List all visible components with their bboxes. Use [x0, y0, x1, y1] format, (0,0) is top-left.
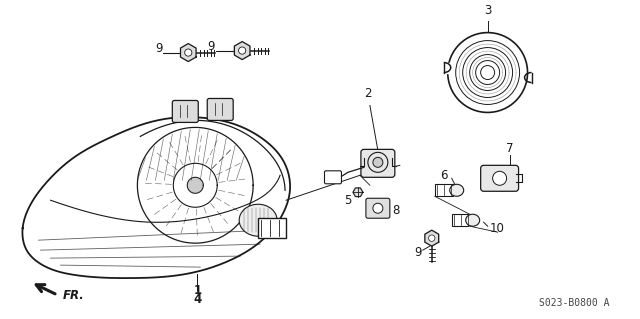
Polygon shape [188, 177, 204, 193]
FancyBboxPatch shape [361, 149, 395, 177]
Text: 6: 6 [440, 169, 448, 182]
FancyBboxPatch shape [172, 100, 198, 122]
Circle shape [493, 171, 507, 185]
Polygon shape [180, 44, 196, 62]
Bar [435, 184, 452, 196]
Text: 9: 9 [208, 40, 215, 53]
Ellipse shape [466, 214, 479, 226]
Text: FR.: FR. [63, 289, 84, 301]
Text: 10: 10 [490, 222, 504, 235]
Bar [258, 218, 286, 238]
Circle shape [185, 49, 192, 56]
Text: 3: 3 [484, 4, 492, 17]
Text: S023-B0800 A: S023-B0800 A [539, 298, 609, 308]
Polygon shape [353, 188, 363, 197]
Circle shape [429, 235, 435, 241]
Bar [452, 214, 468, 226]
Polygon shape [444, 63, 450, 72]
Text: 2: 2 [364, 87, 372, 100]
Circle shape [373, 157, 383, 167]
FancyBboxPatch shape [366, 198, 390, 218]
Ellipse shape [239, 204, 277, 236]
Ellipse shape [450, 184, 464, 196]
Polygon shape [425, 230, 438, 246]
Text: 7: 7 [506, 142, 513, 155]
Circle shape [448, 33, 527, 112]
Polygon shape [22, 117, 290, 278]
Text: 9: 9 [155, 42, 163, 55]
Text: 9: 9 [414, 246, 422, 259]
Circle shape [239, 47, 246, 54]
Text: 1: 1 [193, 284, 202, 297]
FancyBboxPatch shape [207, 99, 233, 121]
FancyBboxPatch shape [324, 171, 342, 184]
Polygon shape [234, 41, 250, 60]
Text: 5: 5 [344, 194, 352, 207]
FancyBboxPatch shape [481, 165, 518, 191]
Circle shape [373, 203, 383, 213]
Text: 4: 4 [193, 293, 202, 306]
Text: 8: 8 [392, 204, 399, 217]
